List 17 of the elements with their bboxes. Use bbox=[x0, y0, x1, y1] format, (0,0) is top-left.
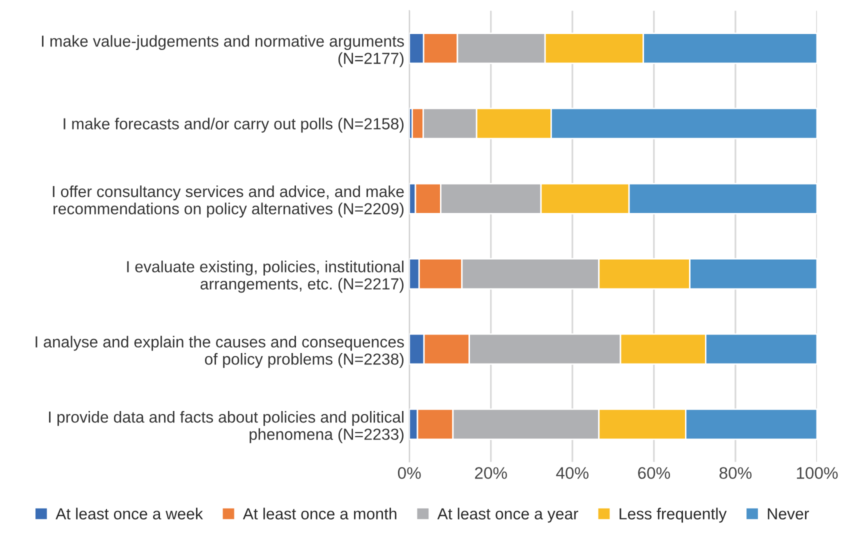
x-tick-label: 100% bbox=[796, 467, 838, 479]
x-tick-label: 80% bbox=[720, 467, 752, 479]
x-tick-label: 20% bbox=[475, 467, 507, 479]
y-tick-label: I analyse and explain the causes and consequences of policy problems (N=2238) bbox=[36, 336, 404, 368]
y-tick-label: I evaluate existing, policies, institutional arrangements, etc. (N=2217) bbox=[127, 260, 404, 293]
y-tick-label: I provide data and facts about policies and political phenomena (N=2233) bbox=[49, 411, 404, 444]
y-tick-label: I make value-judgements and normative arguments (N=2177) bbox=[42, 35, 404, 68]
y-tick-label: I offer consultancy services and advice, and make recommendations on policy alternatives (N=2209) bbox=[52, 185, 404, 218]
legend-label: At least once a week bbox=[56, 508, 203, 520]
x-tick-label: 0% bbox=[398, 467, 421, 479]
x-tick-label: 60% bbox=[638, 467, 670, 479]
y-tick-label: I make forecasts and/or carry out polls (N=2158) bbox=[64, 118, 404, 133]
legend-label: At least once a year bbox=[437, 508, 578, 523]
x-tick-label: 40% bbox=[556, 467, 588, 479]
legend-label: Never bbox=[768, 508, 809, 520]
legend-label: At least once a month bbox=[242, 508, 396, 520]
legend-label: Less frequently bbox=[620, 508, 727, 523]
